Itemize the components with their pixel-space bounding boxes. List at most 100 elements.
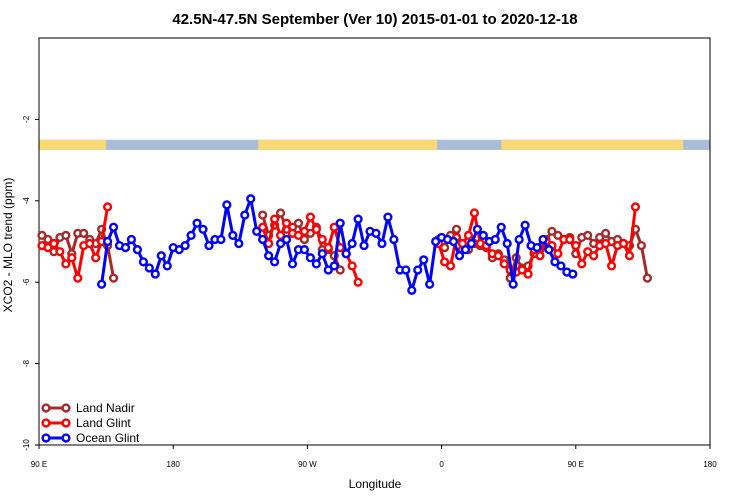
land-glint-point [630, 202, 641, 212]
land-glint-point [469, 208, 480, 218]
land-glint-point [553, 249, 563, 259]
land-nadir-point [451, 224, 462, 234]
ocean-glint-point [198, 224, 208, 234]
land-glint-point [67, 253, 77, 263]
ocean-glint-point [490, 234, 500, 245]
ocean-glint-point [347, 238, 357, 249]
ocean-glint-point [180, 240, 190, 251]
ocean-glint-point [359, 240, 369, 251]
land-glint-point [258, 222, 268, 232]
ocean-glint-point [287, 259, 298, 269]
y-tick-label: -6 [22, 278, 31, 286]
ocean-glint-point [144, 263, 154, 273]
land-glint-point [311, 224, 321, 234]
ocean-glint-point [317, 249, 327, 259]
ocean-glint-point [466, 238, 477, 249]
land-glint-point [601, 238, 611, 249]
x-axis-label: Longitude [349, 477, 402, 491]
ocean-glint-point [216, 234, 226, 245]
land-glint-point [445, 261, 456, 271]
x-tick-label: 90 E [31, 460, 47, 469]
legend-label-land-nadir: Land Nadir [76, 401, 135, 415]
land-nadir-point [108, 273, 119, 283]
land-nadir-point [636, 240, 647, 251]
land-nadir-point [547, 226, 557, 236]
land-glint-point [293, 230, 304, 240]
legend-marker-land-glint [61, 418, 71, 428]
ocean-glint-point [150, 269, 160, 279]
land-glint-point [73, 273, 83, 283]
ocean-glint-point [252, 226, 262, 236]
land-nadir-point [61, 230, 71, 240]
land-band-segment [501, 139, 684, 150]
ocean-glint-point [550, 257, 560, 267]
ocean-glint-point [204, 240, 214, 251]
land-glint-point [517, 265, 527, 275]
land-glint-point [269, 214, 280, 224]
land-glint-point [102, 202, 113, 212]
land-nadir-point [595, 232, 605, 243]
ocean-glint-point [234, 238, 244, 249]
legend-marker-land-nadir [61, 403, 71, 413]
land-glint-point [493, 251, 503, 261]
ocean-glint-point [425, 279, 435, 289]
x-tick-label: 90 W [298, 460, 317, 469]
x-tick-label: 180 [167, 460, 181, 469]
land-nadir-point [642, 273, 652, 283]
land-glint-point [463, 230, 474, 240]
ocean-glint-point [460, 245, 471, 255]
ocean-glint-point [156, 251, 166, 261]
ocean-glint-point [419, 255, 429, 265]
land-glint-point [305, 212, 315, 222]
land-nadir-point [258, 210, 268, 220]
plot-frame [38, 37, 711, 446]
ocean-glint-point [556, 261, 566, 271]
ocean-glint-point [472, 224, 482, 234]
ocean-glint-point [502, 238, 512, 249]
land-glint-point [535, 251, 545, 261]
land-glint-point [323, 243, 333, 253]
ocean-glint-point [97, 279, 107, 289]
land-glint-point [577, 259, 587, 269]
axes [35, 37, 711, 449]
ocean-glint-point [275, 238, 286, 249]
land-glint-point [583, 247, 593, 257]
ocean-glint-point [377, 238, 387, 249]
land-glint-point [85, 238, 95, 249]
ocean-glint-point [228, 230, 238, 240]
ocean-glint-point [281, 234, 292, 245]
legend-marker-land-nadir [41, 403, 51, 413]
land-glint-point [571, 240, 581, 251]
ocean-glint-point [258, 234, 268, 245]
land-glint-point [55, 247, 65, 257]
land-nadir-point [37, 230, 47, 240]
land-glint-point [43, 243, 53, 253]
legend-marker-ocean-glint [61, 433, 71, 443]
y-tick-label: -10 [22, 439, 31, 451]
ocean-glint-point [532, 243, 542, 253]
land-nadir-point [601, 228, 611, 238]
land-nadir-point [553, 230, 563, 240]
land-glint-point [353, 277, 363, 287]
land-glint-point [281, 218, 292, 228]
land-band-segment [258, 139, 438, 150]
series-layer [37, 194, 652, 295]
land-glint-point [606, 261, 617, 271]
ocean-glint-point [389, 234, 399, 245]
ocean-glint-point [132, 245, 143, 255]
y-tick-label: -8 [22, 359, 31, 367]
land-nadir-point [299, 234, 310, 245]
land-glint-point [299, 226, 310, 236]
ocean-glint-point [264, 251, 274, 261]
ocean-glint-point [341, 249, 351, 259]
ocean-glint-point [311, 259, 321, 269]
land-glint-point [618, 238, 629, 249]
ocean-glint-point [120, 243, 131, 253]
ocean-glint-point [448, 236, 459, 247]
ocean-glint-point [383, 212, 393, 222]
land-glint-point [347, 261, 357, 271]
land-band-segment [39, 139, 107, 150]
land-nadir-point [335, 265, 345, 275]
ocean-glint-point [431, 236, 441, 247]
